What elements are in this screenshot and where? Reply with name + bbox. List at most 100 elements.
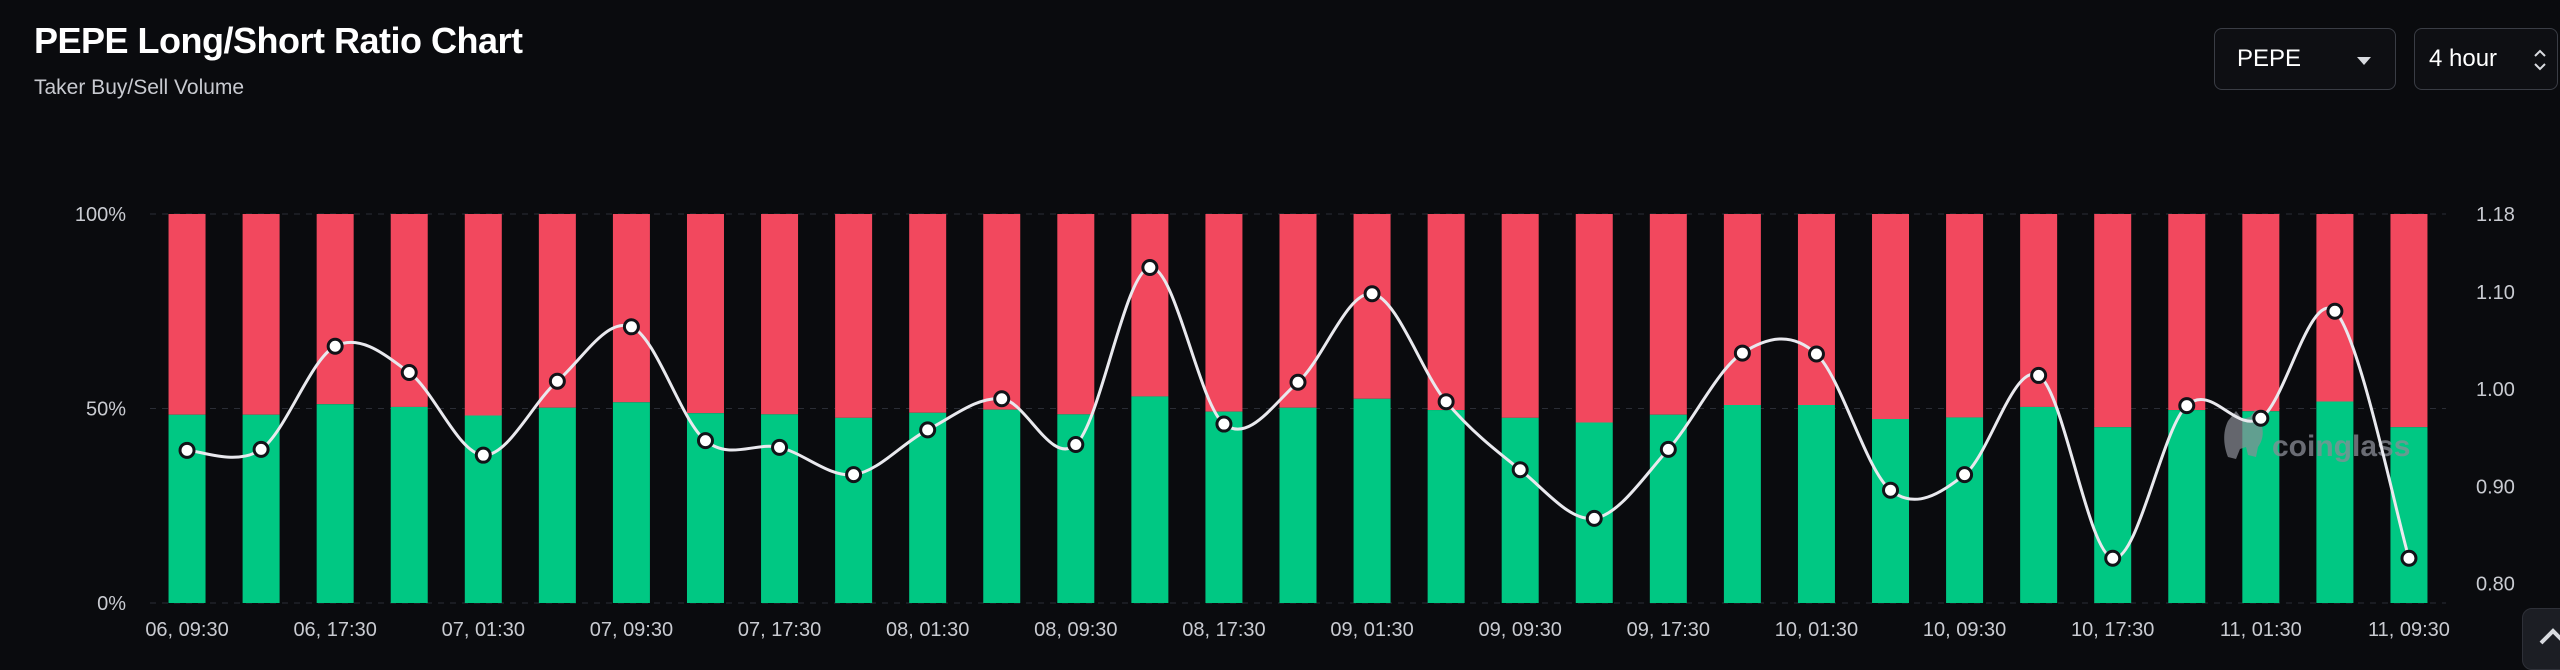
watermark-text: coinglass — [2272, 430, 2410, 463]
long-bar — [1946, 417, 1984, 603]
short-bar — [1205, 214, 1243, 412]
short-bar — [686, 214, 724, 414]
ratio-point — [400, 364, 418, 382]
ratio-point — [845, 466, 863, 484]
short-bar — [168, 214, 206, 415]
right-axis-tick: 1.10 — [2476, 282, 2515, 304]
long-bar — [983, 409, 1021, 603]
left-axis-tick: 100% — [75, 204, 126, 226]
ratio-point — [1733, 344, 1751, 362]
short-bar — [1946, 214, 1984, 418]
x-axis-tick: 11, 01:30 — [2220, 619, 2302, 641]
ratio-point — [1437, 393, 1455, 411]
long-bar — [1797, 404, 1835, 603]
short-bar — [1131, 214, 1169, 397]
long-bar — [1205, 411, 1243, 603]
short-bar — [1575, 214, 1613, 423]
short-bar — [464, 214, 502, 416]
short-bar — [1872, 214, 1910, 420]
ratio-point — [1585, 509, 1603, 527]
ratio-point — [1067, 435, 1085, 453]
long-bar — [464, 415, 502, 603]
ratio-point — [1363, 285, 1381, 303]
x-axis-tick: 11, 09:30 — [2368, 619, 2450, 641]
x-axis-tick: 07, 17:30 — [738, 619, 821, 641]
x-axis-tick: 06, 17:30 — [293, 619, 376, 641]
short-bar — [1723, 214, 1761, 405]
chevron-down-icon — [2357, 57, 2371, 65]
coin-select[interactable]: PEPE — [2214, 28, 2396, 90]
ratio-point — [1141, 258, 1159, 276]
ratio-point — [919, 421, 937, 439]
ratio-point — [2400, 549, 2418, 567]
interval-select[interactable]: 4 hour — [2414, 28, 2558, 90]
ratio-point — [993, 390, 1011, 408]
short-bar — [2390, 214, 2428, 428]
long-bar — [2316, 401, 2354, 603]
x-axis-tick: 08, 01:30 — [886, 619, 969, 641]
right-axis-tick: 0.80 — [2476, 574, 2515, 596]
x-axis-tick: 09, 01:30 — [1330, 619, 1413, 641]
long-short-chart: coinglass 0% 50% 100% 0.80 0.90 1.00 1.10 1.18 06… — [75, 204, 2515, 641]
short-bar — [983, 214, 1021, 410]
short-bar — [2168, 214, 2206, 411]
ratio-point — [1807, 345, 1825, 363]
long-bar — [2168, 410, 2206, 603]
long-bar — [538, 407, 576, 603]
left-axis-tick: 0% — [97, 593, 126, 615]
short-bar — [612, 214, 650, 403]
ratio-point — [548, 372, 566, 390]
long-bar — [390, 406, 428, 603]
ratio-point — [1956, 466, 1974, 484]
long-bar — [2094, 427, 2132, 603]
long-bar — [316, 404, 354, 603]
scroll-to-top-button[interactable] — [2522, 608, 2560, 670]
short-bar — [1057, 214, 1095, 415]
short-bar — [242, 214, 280, 415]
short-bar — [761, 214, 799, 415]
short-bar — [1501, 214, 1539, 418]
ratio-point — [2252, 409, 2270, 427]
ratio-point — [2104, 549, 2122, 567]
short-bar — [1353, 214, 1391, 399]
ratio-point — [1882, 481, 1900, 499]
ratio-point — [1659, 440, 1677, 458]
right-axis-tick: 1.00 — [2476, 379, 2515, 401]
short-bar — [1797, 214, 1835, 405]
x-axis-tick: 06, 09:30 — [145, 619, 228, 641]
long-bar — [1872, 419, 1910, 603]
chevron-up-icon — [2539, 628, 2560, 645]
long-bar — [835, 417, 873, 603]
long-bar — [1353, 398, 1391, 603]
short-bar — [909, 214, 947, 413]
right-axis-tick: 1.18 — [2476, 204, 2515, 226]
ratio-point — [622, 318, 640, 336]
interval-select-value: 4 hour — [2429, 45, 2498, 72]
ratio-point — [1289, 373, 1307, 391]
short-bar — [2094, 214, 2132, 428]
long-bar — [1279, 407, 1317, 603]
long-bar — [2020, 406, 2058, 603]
x-axis-tick: 07, 01:30 — [442, 619, 525, 641]
x-axis-tick: 08, 09:30 — [1034, 619, 1117, 641]
ratio-point — [2178, 397, 2196, 415]
right-axis-tick: 0.90 — [2476, 476, 2515, 498]
x-axis-tick: 10, 01:30 — [1775, 619, 1858, 641]
ratio-point — [696, 432, 714, 450]
ratio-point — [2326, 302, 2344, 320]
ratio-point — [326, 337, 344, 355]
long-bar — [909, 412, 947, 603]
ratio-point — [474, 446, 492, 464]
x-axis-tick: 09, 17:30 — [1627, 619, 1710, 641]
ratio-point — [1215, 415, 1233, 433]
long-bar — [1723, 404, 1761, 603]
page-title: PEPE Long/Short Ratio Chart — [34, 20, 523, 61]
x-axis-tick: 09, 09:30 — [1478, 619, 1561, 641]
long-bar — [1131, 396, 1169, 603]
short-bar — [2242, 214, 2280, 412]
ratio-point — [178, 441, 196, 459]
long-bar — [1501, 417, 1539, 603]
short-bar — [1427, 214, 1465, 411]
ratio-point — [771, 438, 789, 456]
up-down-chevron-icon — [2533, 47, 2547, 73]
